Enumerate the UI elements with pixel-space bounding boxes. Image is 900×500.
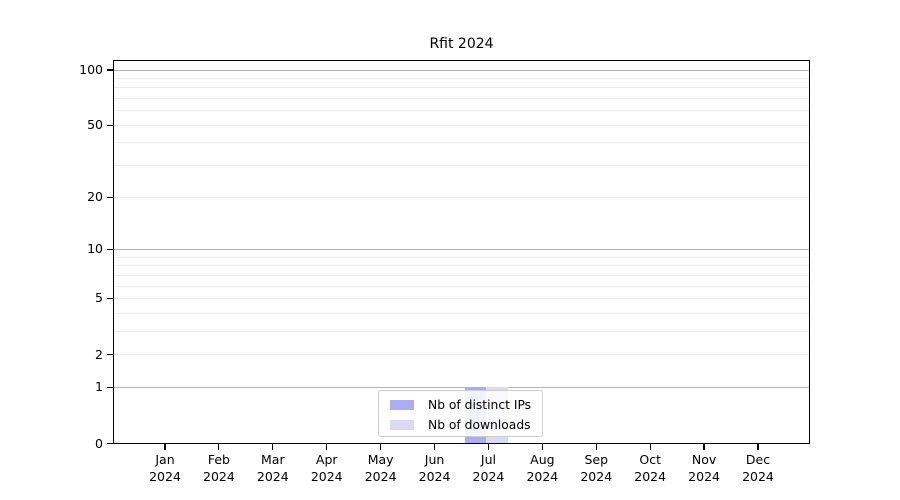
x-tick-label: Jan 2024 [149,452,181,484]
x-tick [703,444,705,450]
legend-item-distinct-ips: Nb of distinct IPs [390,395,542,415]
gridline-minor [114,256,809,258]
gridline-major [114,248,809,250]
x-tick [541,444,543,450]
gridline-minor [114,265,809,267]
gridline-minor [114,142,809,144]
y-tick [107,248,113,251]
y-tick-label: 2 [95,346,103,362]
x-tick-label: Aug 2024 [526,452,559,484]
x-tick-label: Feb 2024 [203,452,235,484]
x-tick-label: Mar 2024 [256,452,289,484]
gridline-minor [114,77,809,79]
y-tick-label: 0 [95,435,103,451]
y-tick [107,353,113,356]
y-tick [107,196,113,198]
legend: Nb of distinct IPs Nb of downloads [378,390,543,437]
x-tick [487,444,490,450]
x-tick-label: Dec 2024 [742,452,774,484]
y-tick-label: 1 [95,379,103,395]
y-tick-label: 20 [87,189,103,205]
x-tick-label: Oct 2024 [634,452,667,484]
chart-title: Rfit 2024 [429,36,494,52]
gridline-minor [114,165,809,167]
gridline-minor [114,196,809,198]
y-tick [107,297,113,300]
gridline-minor [114,297,809,299]
legend-label-downloads: Nb of downloads [428,418,531,432]
y-tick [107,386,113,388]
legend-label-distinct-ips: Nb of distinct IPs [428,398,532,412]
y-tick-label: 50 [87,117,103,133]
x-tick-label: May 2024 [364,452,397,484]
gridline-minor [114,312,809,314]
gridline-minor [114,330,809,332]
y-tick-label: 100 [79,62,103,77]
gridline-minor [114,110,809,112]
gridline-minor [114,98,809,100]
plot-area [113,60,810,444]
x-tick-label: Nov 2024 [688,452,720,484]
x-tick [272,444,274,450]
gridline-minor [114,274,809,276]
x-tick [380,444,382,450]
x-tick [595,444,597,450]
x-tick-label: Jun 2024 [418,452,451,484]
gridline-minor [114,354,809,356]
y-tick-label: 10 [87,241,103,257]
gridline-minor [114,285,809,287]
x-tick [326,444,328,450]
legend-swatch-downloads [390,420,414,430]
y-tick [107,69,113,71]
y-tick [107,442,113,445]
x-tick [218,444,220,450]
gridline-major [114,386,809,388]
x-tick-label: Jul 2024 [472,452,505,484]
x-tick [649,444,651,450]
legend-swatch-distinct-ips [390,400,414,410]
y-tick [107,124,113,126]
x-tick [164,444,166,450]
gridline-minor [114,87,809,89]
x-tick-label: Sep 2024 [580,452,613,484]
x-tick [433,444,436,450]
legend-item-downloads: Nb of downloads [390,415,542,435]
gridline-major [114,69,809,71]
y-tick-label: 5 [95,290,103,306]
gridline-minor [114,124,809,126]
x-tick-label: Apr 2024 [310,452,343,484]
x-tick [757,444,759,450]
